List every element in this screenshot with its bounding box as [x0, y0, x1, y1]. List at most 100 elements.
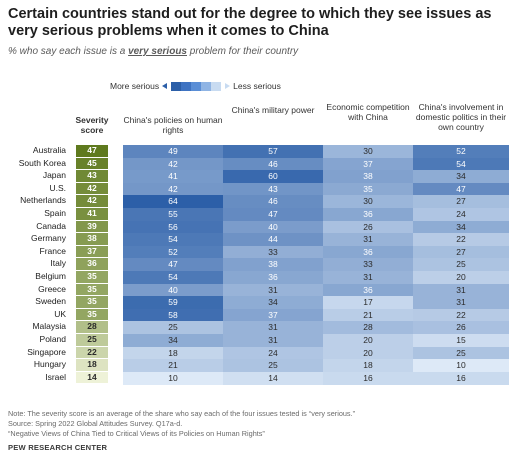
heatmap-cell: 31 — [223, 283, 323, 297]
severity-cell: 42 — [76, 182, 108, 195]
row-label: U.S. — [49, 182, 66, 193]
heatmap-cell: 47 — [223, 208, 323, 221]
heatmap-cell: 21 — [323, 308, 413, 322]
color-legend: More serious Less serious — [110, 80, 281, 92]
report-title: “Negative Views of China Tied to Critica… — [8, 428, 265, 438]
heatmap-cell: 54 — [123, 233, 223, 247]
heatmap-cell: 20 — [323, 346, 413, 360]
heatmap-cell: 24 — [223, 346, 323, 360]
chart-title: Certain countries stand out for the degr… — [8, 6, 492, 39]
heatmap-cell: 25 — [223, 359, 323, 373]
heatmap-cell: 46 — [223, 157, 323, 171]
legend-swatches — [171, 81, 222, 91]
heatmap-cell: 24 — [413, 208, 509, 221]
heatmap-cell: 34 — [223, 296, 323, 310]
heatmap-cell: 59 — [123, 296, 223, 310]
heatmap-cell: 26 — [323, 220, 413, 234]
legend-less-label: Less serious — [233, 81, 281, 91]
heatmap-cell: 36 — [223, 271, 323, 284]
row-label: France — [39, 245, 66, 256]
heatmap-cell: 25 — [123, 321, 223, 335]
severity-cell: 35 — [76, 296, 108, 308]
severity-cell: 14 — [76, 371, 108, 384]
chart-subtitle: % who say each issue is a very serious p… — [8, 46, 298, 57]
row-label: Australia — [32, 145, 66, 155]
heatmap-cell: 58 — [123, 308, 223, 322]
heatmap-cell: 30 — [323, 145, 413, 158]
heatmap-cell: 33 — [323, 258, 413, 272]
heatmap-cell: 36 — [323, 283, 413, 297]
heatmap-cell: 28 — [323, 321, 413, 335]
row-label: Sweden — [35, 296, 66, 307]
severity-cell: 25 — [76, 334, 108, 346]
row-label: Germany — [31, 233, 66, 244]
heatmap-cell: 25 — [413, 258, 509, 272]
heatmap-cell: 31 — [223, 321, 323, 335]
severity-cell: 37 — [76, 245, 108, 258]
heatmap-cell: 43 — [223, 182, 323, 196]
heatmap-cell: 37 — [223, 308, 323, 322]
header-military-power: China's military power — [231, 105, 315, 115]
row-label: Japan — [42, 170, 66, 181]
heatmap-cell: 31 — [323, 271, 413, 284]
row-label: Poland — [39, 334, 66, 344]
heatmap-cell: 22 — [413, 308, 509, 322]
subtitle-before: % who say each issue is a — [8, 46, 129, 57]
header-domestic-politics: China's involvement in domestic politics… — [415, 102, 507, 132]
row-label: Singapore — [27, 346, 66, 357]
heatmap-cell: 49 — [123, 145, 223, 158]
legend-swatch — [171, 81, 182, 91]
heatmap-cell: 16 — [413, 371, 509, 385]
severity-cell: 35 — [76, 308, 108, 321]
heatmap-cell: 18 — [123, 346, 223, 360]
legend-swatch — [211, 81, 222, 91]
severity-cell: 22 — [76, 346, 108, 359]
heatmap-cell: 34 — [123, 334, 223, 347]
heatmap-cell: 44 — [223, 233, 323, 247]
header-human-rights: China's policies on human rights — [123, 115, 223, 135]
row-label: Malaysia — [32, 321, 66, 332]
severity-cell: 43 — [76, 170, 108, 182]
heatmap-cell: 64 — [123, 195, 223, 209]
severity-cell: 28 — [76, 321, 108, 333]
heatmap-cell: 27 — [413, 195, 509, 209]
legend-swatch — [191, 81, 202, 91]
heatmap-cell: 38 — [323, 170, 413, 184]
severity-cell: 38 — [76, 233, 108, 245]
legend-left-arrow-icon — [162, 83, 168, 89]
heatmap-cell: 22 — [413, 233, 509, 247]
heatmap-cell: 20 — [323, 334, 413, 347]
severity-cell: 18 — [76, 359, 108, 371]
heatmap-cell: 16 — [323, 371, 413, 385]
subtitle-after: problem for their country — [187, 46, 299, 57]
heatmap-cell: 31 — [413, 283, 509, 297]
heatmap-cell: 30 — [323, 195, 413, 209]
heatmap-cell: 60 — [223, 170, 323, 184]
heatmap-cell: 56 — [123, 220, 223, 234]
row-label: Hungary — [33, 359, 66, 370]
heatmap-cell: 47 — [413, 182, 509, 196]
header-economic-competition: Economic competition with China — [326, 102, 410, 122]
severity-cell: 39 — [76, 220, 108, 233]
heatmap-cell: 31 — [413, 296, 509, 310]
heatmap-cell: 27 — [413, 245, 509, 259]
severity-cell: 42 — [76, 195, 108, 207]
heatmap-cell: 25 — [413, 346, 509, 360]
heatmap-cell: 20 — [413, 271, 509, 284]
heatmap-cell: 52 — [123, 245, 223, 259]
heatmap-cell: 31 — [323, 233, 413, 247]
legend-right-arrow-icon — [225, 83, 231, 89]
heatmap-cell: 34 — [413, 170, 509, 184]
legend-more-label: More serious — [110, 81, 160, 91]
heatmap-cell: 15 — [413, 334, 509, 347]
subtitle-emphasis: very serious — [128, 46, 187, 57]
heatmap-cell: 55 — [123, 208, 223, 221]
heatmap-cell: 40 — [123, 283, 223, 297]
row-label: Greece — [38, 283, 66, 294]
severity-cell: 41 — [76, 208, 108, 220]
row-label: UK — [54, 308, 66, 319]
severity-cell: 45 — [76, 157, 108, 170]
source-text: Source: Spring 2022 Global Attitudes Sur… — [8, 418, 183, 428]
heatmap-cell: 38 — [223, 258, 323, 272]
heatmap-cell: 37 — [323, 157, 413, 171]
